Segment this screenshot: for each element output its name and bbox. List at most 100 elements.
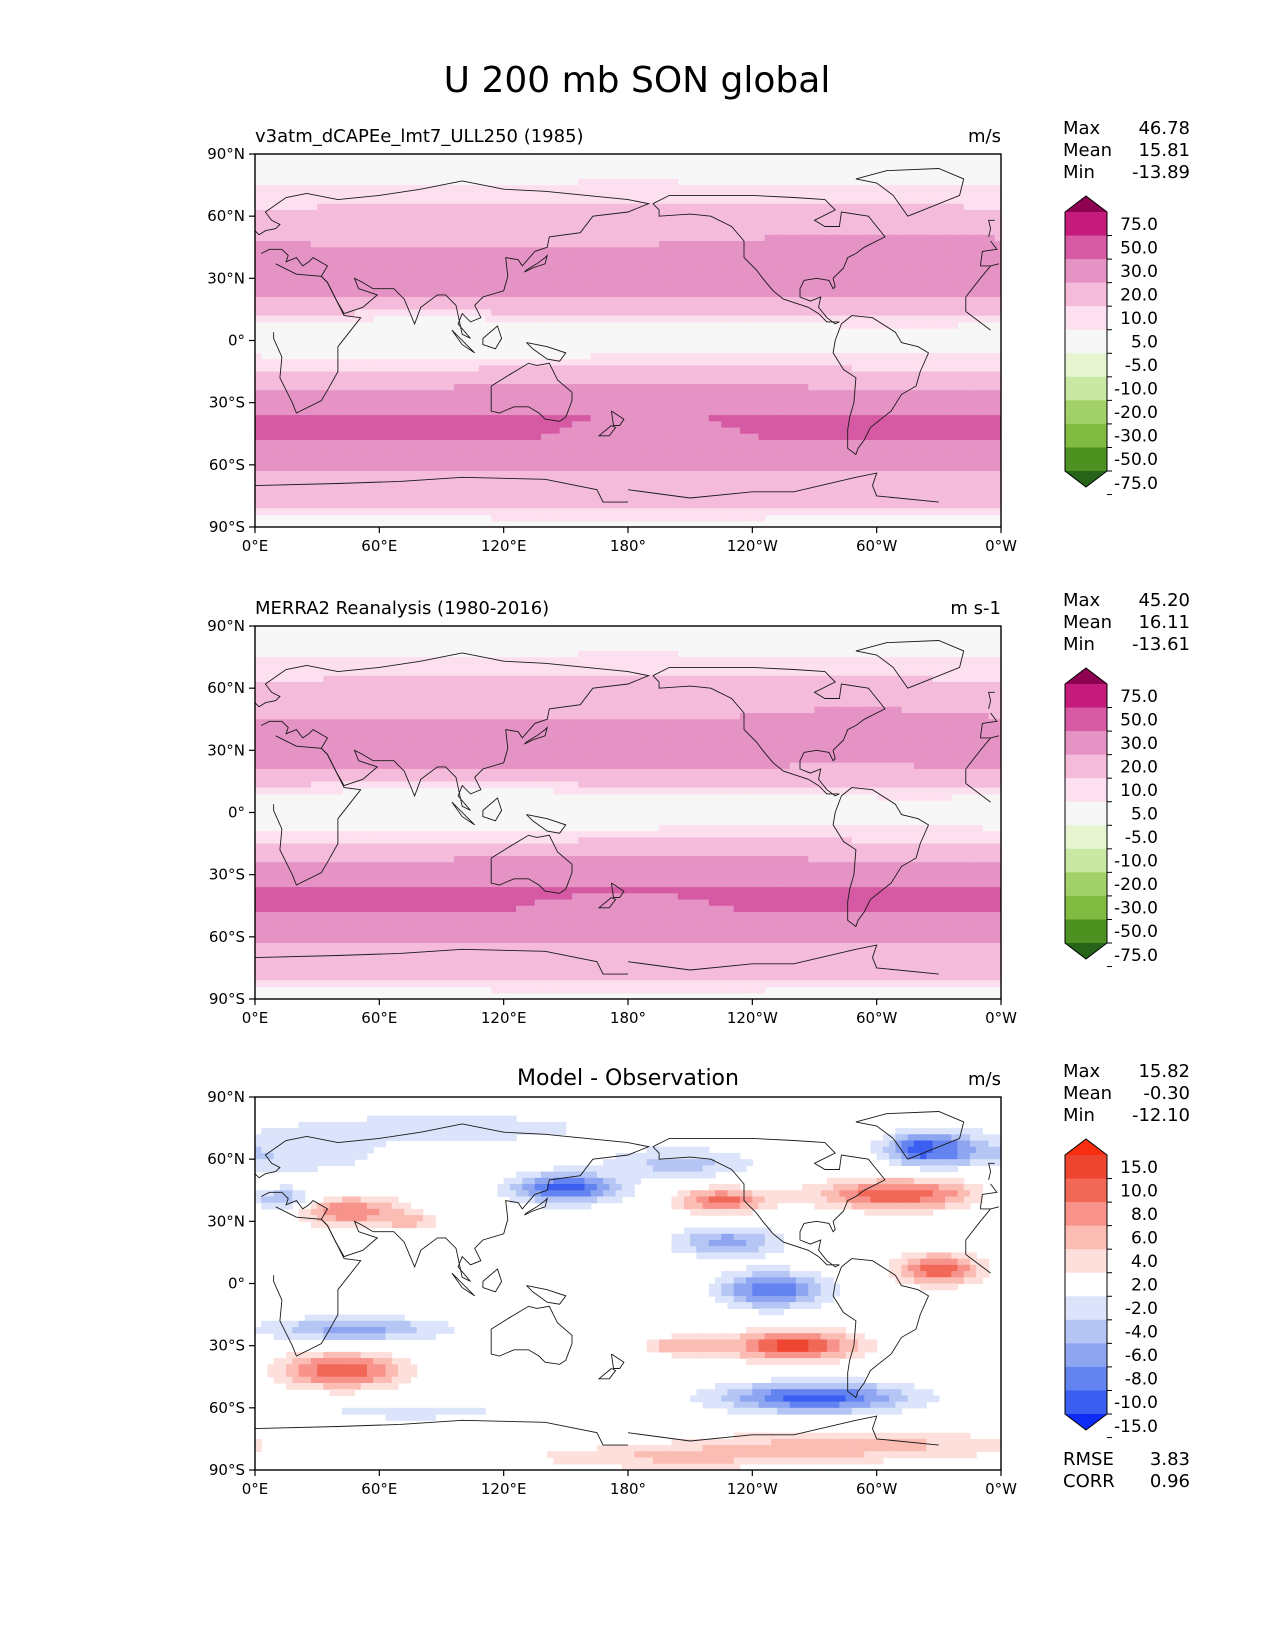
field-cell [677,452,685,460]
field-cell [317,234,324,242]
field-cell [851,234,859,242]
field-cell [491,259,499,267]
field-cell [435,228,443,236]
field-cell [969,247,977,255]
field-cell [441,359,449,366]
field-cell [572,377,579,385]
field-cell [826,427,834,435]
field-cell [516,290,523,298]
field-cell [317,228,324,236]
field-cell [416,446,424,453]
field-cell [646,415,654,422]
field-cell [516,377,523,385]
field-cell [920,359,927,366]
field-cell [963,427,971,435]
field-cell [391,209,399,217]
field-cell [547,241,554,248]
field-cell [329,191,337,199]
field-cell [739,452,747,460]
field-cell [273,315,281,323]
field-cell [410,290,418,298]
field-cell [317,464,324,472]
field-cell [659,222,666,230]
field-cell [615,421,623,429]
field-cell [354,216,362,223]
field-cell [609,272,617,279]
field-cell [833,290,840,298]
field-cell [565,464,573,472]
field-cell [255,433,262,441]
field-cell [497,390,505,398]
field-cell [889,452,896,460]
field-cell [733,402,741,410]
field-cell [870,408,878,416]
field-cell [870,278,878,286]
field-cell [553,390,561,398]
field-cell [901,253,909,261]
field-cell [317,191,324,199]
field-cell [864,247,872,255]
field-cell [957,359,965,366]
field-cell [708,471,716,478]
field-cell [391,290,399,298]
field-cell [982,253,990,261]
field-cell [348,272,356,279]
field-cell [715,359,722,366]
field-cell [677,197,685,205]
field-cell [715,209,722,217]
field-cell [540,265,548,273]
field-cell [503,296,511,304]
field-cell [783,253,791,261]
field-cell [739,185,747,192]
field-cell [472,228,480,236]
field-cell [485,421,492,429]
field-cell [255,259,262,267]
field-cell [677,433,685,441]
field-cell [286,365,293,373]
field-cell [702,458,710,466]
field-cell [304,284,312,292]
field-cell [317,209,324,217]
field-cell [603,253,610,261]
field-cell [690,439,697,447]
field-cell [435,427,443,435]
field-cell [317,427,324,435]
field-cell [348,421,356,429]
field-cell [516,427,523,435]
field-cell [758,365,766,373]
map-area [255,154,1001,527]
field-cell [752,464,760,472]
field-cell [534,439,542,447]
field-cell [603,384,610,391]
field-cell [379,203,387,211]
field-cell [783,402,791,410]
field-cell [354,290,362,298]
field-cell [279,471,287,478]
field-cell [876,185,884,192]
field-cell [634,272,642,279]
field-cell [851,309,859,317]
field-cell [882,433,890,441]
field-cell [870,396,878,404]
field-cell [410,390,418,398]
field-cell [310,384,318,391]
field-cell [379,359,387,366]
field-cell [938,415,946,422]
field-cell [286,222,293,230]
field-cell [864,371,872,379]
field-cell [777,458,785,466]
field-cell [391,390,399,398]
field-cell [858,228,865,236]
field-cell [516,396,523,404]
field-cell [603,191,610,199]
field-cell [603,247,610,255]
field-cell [565,365,573,373]
field-cell [410,402,418,410]
field-cell [690,415,697,422]
field-cell [683,408,691,416]
field-cell [963,228,971,236]
field-cell [584,209,592,217]
field-cell [572,433,579,441]
field-cell [317,359,324,366]
field-cell [770,272,778,279]
